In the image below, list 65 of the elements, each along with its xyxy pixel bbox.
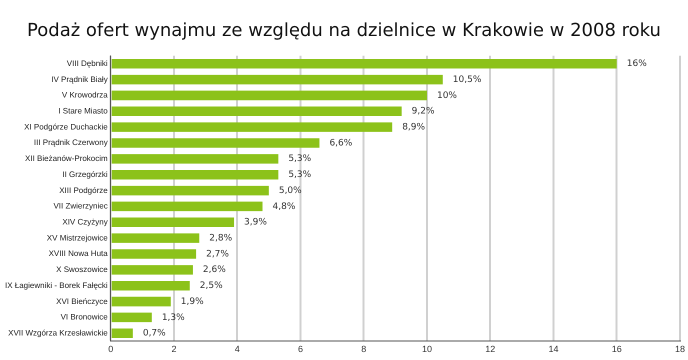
y-tick-label: IV Prądnik Biały [51, 74, 108, 84]
y-tick-label: II Grzegórzki [62, 170, 108, 179]
bar [112, 74, 443, 84]
bar [112, 186, 269, 196]
y-tick-label: VI Bronowice [60, 312, 108, 322]
data-label: 4,8% [272, 202, 296, 212]
data-label: 6,6% [329, 138, 353, 148]
data-label: 5,3% [288, 154, 312, 164]
data-label: 5,3% [288, 170, 312, 180]
data-label: 3,9% [244, 218, 268, 228]
bar [112, 170, 278, 180]
x-tick-label: 10 [422, 344, 432, 354]
data-label: 2,6% [202, 265, 226, 276]
y-tick-label: XIII Podgórze [59, 186, 108, 195]
data-label: 16% [626, 59, 648, 70]
y-tick-label: I Stare Miasto [58, 106, 108, 116]
bar [112, 249, 196, 259]
y-tick-label: XVI Bieńczyce [56, 296, 108, 306]
bar [112, 265, 193, 275]
data-label: 0,7% [142, 328, 166, 339]
x-tick-label: 6 [298, 344, 303, 354]
y-tick-label: XV Mistrzejowice [46, 233, 108, 242]
bar [112, 312, 152, 322]
y-tick-label: V Krowodrza [62, 90, 108, 100]
x-tick-label: 12 [485, 344, 496, 354]
bar [112, 90, 427, 100]
bar [112, 154, 278, 164]
data-label: 5,0% [278, 186, 302, 196]
bar [112, 106, 402, 116]
x-tick-label: 16 [612, 344, 622, 354]
bar [112, 218, 234, 228]
x-tick-label: 18 [674, 344, 685, 354]
data-label: 2,8% [209, 233, 233, 244]
y-tick-label: XI Podgórze Duchackie [24, 122, 108, 132]
chart-title: Podaż ofert wynajmu ze względu na dzielnice w Krakowie w 2008 roku [26, 20, 662, 41]
data-label: 1,9% [180, 296, 204, 307]
bar [112, 138, 320, 148]
y-tick-label: VII Zwierzyniec [53, 202, 108, 211]
data-label: 2,7% [206, 249, 230, 260]
data-label: 2,5% [200, 281, 224, 292]
bar [112, 202, 263, 212]
y-tick-label: XII Bieżanów-Prokocim [25, 154, 108, 164]
y-tick-label: IX Łagiewniki - Borek Fałęcki [4, 280, 108, 290]
data-label: 1,3% [162, 312, 186, 323]
y-tick-label: XIV Czyżyny [62, 217, 108, 226]
bar [112, 122, 392, 132]
x-tick-label: 0 [108, 344, 114, 354]
bar [112, 233, 200, 243]
x-tick-label: 4 [234, 344, 240, 354]
bar [112, 280, 190, 290]
bar [112, 58, 617, 68]
data-label: 10,5% [452, 74, 482, 85]
data-label: 8,9% [402, 122, 426, 132]
y-tick-label: VIII Dębniki [66, 58, 108, 68]
x-tick-label: 8 [361, 344, 366, 354]
y-tick-label: XVIII Nowa Huta [48, 249, 108, 258]
y-tick-label: III Prądnik Czerwony [34, 138, 108, 148]
y-tick-label: X Swoszowice [56, 265, 108, 274]
x-tick-label: 2 [171, 344, 176, 354]
data-label: 10% [436, 90, 458, 101]
bar [112, 328, 133, 338]
x-tick-label: 14 [548, 344, 558, 354]
data-label: 9,2% [412, 106, 435, 117]
y-tick-label: XVII Wzgórza Krzesławickie [8, 328, 108, 338]
bar [112, 296, 171, 306]
